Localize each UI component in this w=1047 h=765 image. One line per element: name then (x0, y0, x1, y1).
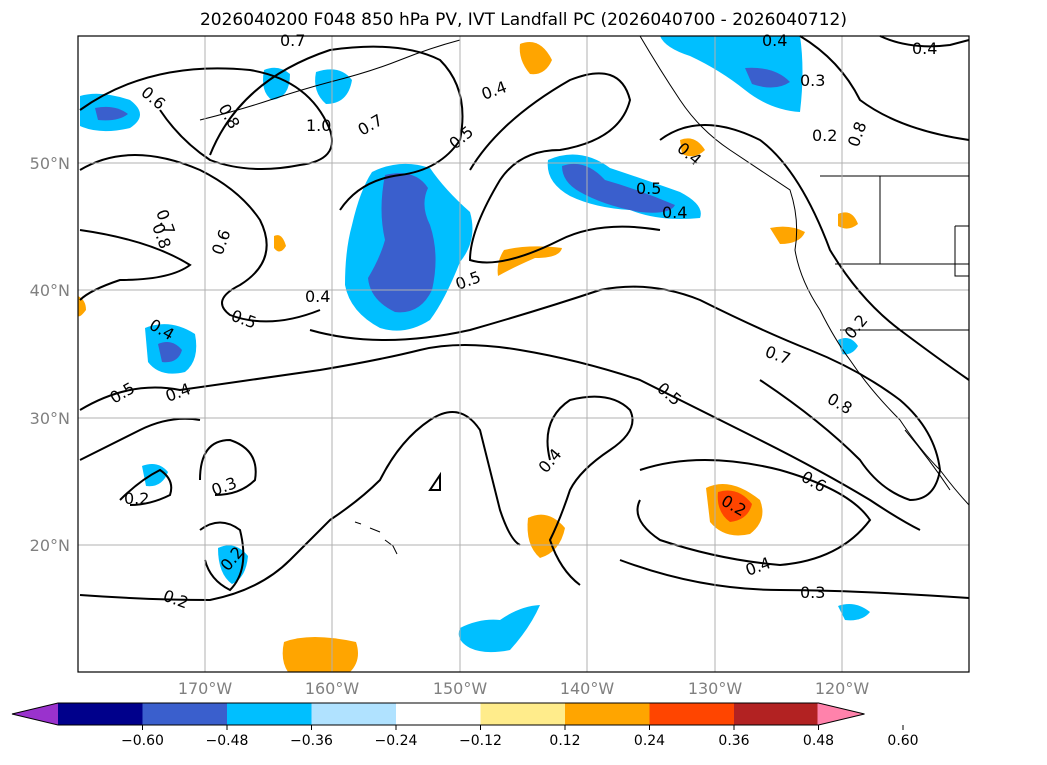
contour-label: 0.3 (800, 71, 825, 90)
gridlines (78, 36, 969, 672)
baja-coast (904, 429, 951, 491)
colorbar-segment (734, 703, 819, 725)
blue-shade-aleut2 (315, 69, 352, 104)
colorbar: −0.60 −0.48 −0.36 −0.24 −0.12 0.12 0.24 0.36 0.4… (11, 702, 919, 749)
blue-shade-nw-core (95, 106, 128, 121)
contour-line (468, 72, 661, 264)
map-title: 2026040200 F048 850 hPa PV, IVT Landfall… (199, 10, 847, 30)
contour-line (879, 35, 970, 48)
contour-label: 0.4 (305, 287, 330, 306)
colorbar-tick-label: −0.36 (290, 733, 333, 749)
contour-line (79, 411, 521, 602)
blue-shade-aleut (263, 67, 290, 100)
state-border-5 (954, 225, 969, 277)
contour-line (428, 471, 441, 491)
blue-shade-baja (838, 604, 870, 621)
alaska-coast (199, 39, 461, 121)
colorbar-tick-label: 0.48 (803, 733, 834, 749)
contour-line (799, 35, 970, 141)
lat-label: 20°N (30, 536, 70, 555)
contour-line (309, 285, 942, 502)
colorbar-tick-label: −0.48 (206, 733, 249, 749)
lon-label: 160°W (305, 679, 360, 698)
colorbar-tick-label: 0.60 (887, 733, 918, 749)
blue-shade-central-core (368, 173, 436, 313)
shading-layer (78, 36, 870, 672)
red-shade-south2 (717, 490, 752, 522)
colorbar-tick-label: −0.12 (459, 733, 502, 749)
lon-label: 130°W (688, 679, 743, 698)
colorbar-segment (227, 703, 312, 725)
contour-label: 0.3 (800, 583, 825, 602)
map-frame (77, 35, 970, 673)
orange-shade-ne (519, 42, 552, 75)
colorbar-segment (58, 703, 143, 725)
blue-shade-gulf-core (562, 163, 675, 213)
orange-shade-mid (497, 246, 562, 276)
contour-line (659, 124, 970, 381)
colorbar-segment (480, 703, 566, 725)
contour-line (79, 154, 321, 323)
orange-shade-hawaii (282, 637, 358, 672)
contour-label: 0.2 (124, 489, 149, 508)
colorbar-outline (11, 702, 865, 726)
lat-label: 40°N (30, 281, 70, 300)
contour-layer (79, 35, 970, 602)
blue-shade-sw (142, 464, 168, 487)
colorbar-segment (311, 703, 397, 725)
lat-axis: 50°N 40°N 30°N 20°N (30, 154, 70, 555)
colorbar-segment (396, 703, 481, 725)
contour-label: 0.2 (812, 126, 837, 145)
contour-label: 0.7 (280, 31, 305, 50)
yellow-shade-left (78, 296, 86, 317)
contour-line (636, 459, 872, 567)
lon-label: 120°W (815, 679, 870, 698)
yellow-shade-w (274, 235, 286, 252)
contour-line (619, 559, 970, 599)
colorbar-tick-label: −0.60 (121, 733, 164, 749)
colorbar-segment (565, 703, 650, 725)
contour-label: 0.5 (636, 179, 661, 198)
blue-shade-south (458, 605, 540, 653)
colorbar-tick-label: 0.12 (549, 733, 580, 749)
orange-shade-bc (680, 138, 705, 157)
lon-label: 150°W (433, 679, 488, 698)
contour-line (546, 395, 634, 586)
contour-line (79, 344, 921, 531)
contour-line (79, 417, 201, 461)
colorbar-segment (142, 703, 228, 725)
hawaii-islands (354, 521, 398, 555)
contour-label: 0.4 (912, 39, 937, 58)
contour-line (199, 438, 257, 496)
contour-label: 0.4 (762, 31, 787, 50)
contour-line (199, 521, 245, 592)
colorbar-tick-label: 0.24 (634, 733, 665, 749)
orange-shade-id (838, 212, 858, 229)
contour-line (119, 468, 173, 506)
colorbar-extend-max (817, 703, 865, 725)
contour-label: 1.0 (306, 116, 331, 135)
colorbar-tick-label: −0.24 (375, 733, 418, 749)
contour-line (79, 229, 192, 301)
blue-shade-bc (660, 36, 803, 112)
lon-label: 170°W (178, 679, 233, 698)
blue-shade-bc-core (745, 67, 790, 88)
lat-label: 50°N (30, 154, 70, 173)
contour-line (209, 45, 464, 211)
lon-axis: 170°W 160°W 150°W 140°W 130°W 120°W (178, 679, 870, 698)
contour-label: 0.4 (662, 203, 687, 222)
colorbar-extend-min (12, 703, 59, 725)
blue-shade-west-core (158, 342, 182, 363)
lon-label: 140°W (560, 679, 615, 698)
colorbar-segment (649, 703, 735, 725)
lat-label: 30°N (30, 409, 70, 428)
colorbar-tick-label: 0.36 (718, 733, 749, 749)
